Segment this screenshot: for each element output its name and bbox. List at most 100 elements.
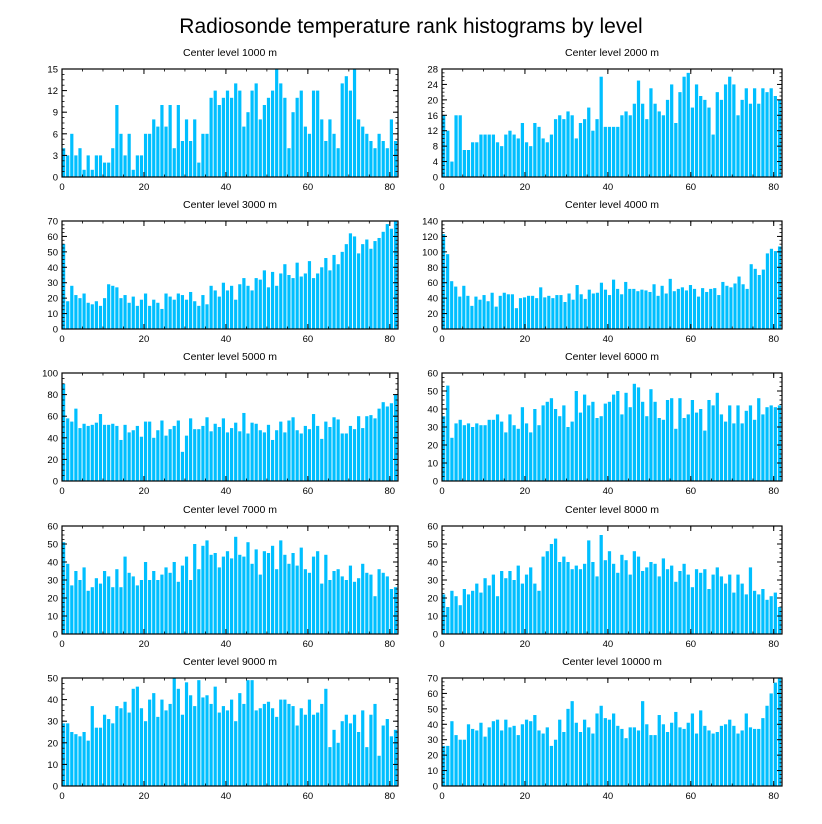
- histogram-bar: [707, 589, 711, 634]
- histogram-bar: [352, 714, 357, 786]
- histogram-bar: [197, 569, 201, 634]
- histogram-bar: [123, 701, 127, 786]
- histogram-bar: [711, 134, 715, 177]
- histogram-bar: [275, 716, 279, 786]
- histogram-bar: [246, 680, 250, 786]
- histogram-bar: [454, 286, 458, 329]
- histogram-bar: [504, 578, 508, 634]
- histogram-bar: [160, 420, 164, 481]
- y-tick-label: 100: [42, 369, 58, 380]
- histogram-bar: [558, 719, 562, 786]
- histogram-bar: [348, 90, 353, 177]
- histogram-bar: [373, 703, 377, 786]
- histogram-bar: [258, 119, 262, 177]
- histogram-bar: [471, 142, 475, 177]
- histogram-bar: [574, 565, 578, 634]
- histogram-bar: [641, 571, 645, 634]
- histogram-bar: [599, 535, 603, 634]
- histogram-bar: [616, 572, 620, 634]
- y-tick-label: 20: [427, 95, 438, 106]
- histogram-bar: [715, 92, 719, 177]
- histogram-bar: [94, 578, 98, 634]
- histogram-bar: [336, 148, 340, 177]
- histogram-bar: [246, 433, 250, 481]
- histogram-bar: [636, 556, 641, 634]
- histogram-bar: [340, 576, 344, 634]
- histogram-bar: [527, 295, 531, 329]
- histogram-bar: [234, 299, 238, 329]
- histogram-bar: [721, 281, 725, 329]
- histogram-bar: [479, 592, 483, 634]
- x-tick-label: 40: [603, 334, 614, 345]
- histogram-bar: [373, 241, 377, 329]
- histogram-bar: [385, 576, 389, 634]
- histogram-bar: [66, 723, 70, 786]
- histogram-bar: [748, 567, 753, 634]
- histogram-bar: [393, 729, 398, 786]
- y-tick-label: 30: [427, 576, 438, 587]
- histogram-bar: [587, 727, 591, 786]
- histogram-bar: [694, 569, 699, 634]
- histogram-bar: [303, 714, 307, 786]
- histogram-bar: [78, 428, 82, 481]
- histogram-bar: [740, 99, 744, 177]
- histogram-panel: Center level 7000 m 0 10 20 30 40 50 60 0 20 40 60 8…: [47, 504, 399, 650]
- histogram-bar: [131, 296, 135, 329]
- histogram-bar: [242, 556, 246, 634]
- histogram-bar: [189, 695, 193, 786]
- y-tick-label: 40: [47, 433, 58, 444]
- histogram-bar: [466, 594, 471, 634]
- histogram-bar: [450, 161, 454, 177]
- histogram-bar: [612, 394, 616, 481]
- histogram-bar: [287, 563, 291, 634]
- panel-title: Center level 9000 m: [183, 656, 277, 668]
- histogram-bar: [381, 572, 385, 634]
- histogram-bar: [661, 724, 666, 786]
- histogram-bar: [127, 133, 131, 177]
- histogram-bar: [119, 587, 123, 634]
- histogram-bar: [324, 421, 328, 481]
- histogram-bar: [184, 556, 189, 634]
- histogram-bar: [307, 699, 312, 786]
- histogram-bar: [291, 706, 295, 786]
- histogram-bar: [624, 560, 628, 634]
- histogram-bar: [703, 430, 707, 481]
- histogram-bar: [653, 735, 657, 786]
- histogram-bar: [238, 431, 242, 481]
- histogram-bar: [741, 284, 745, 329]
- histogram-bar: [736, 574, 740, 634]
- histogram-bar: [168, 296, 172, 329]
- x-tick-label: 40: [603, 486, 614, 497]
- histogram-bar: [209, 554, 213, 634]
- histogram-bar: [765, 599, 769, 634]
- histogram-bar: [653, 563, 657, 634]
- histogram-bar: [320, 119, 324, 177]
- histogram-bar: [242, 412, 246, 481]
- histogram-bar: [752, 728, 757, 786]
- histogram-bar: [490, 292, 494, 329]
- histogram-bar: [715, 392, 719, 481]
- histogram-bar: [777, 99, 782, 177]
- histogram-bar: [446, 745, 450, 786]
- histogram-bar: [474, 296, 478, 329]
- histogram-bar: [506, 294, 510, 329]
- histogram-bar: [361, 563, 365, 634]
- histogram-bar: [533, 409, 537, 481]
- histogram-bar: [258, 430, 262, 481]
- histogram-bar: [160, 105, 164, 177]
- histogram-bar: [311, 556, 316, 634]
- y-tick-label: 20: [427, 751, 438, 762]
- histogram-bar: [545, 551, 549, 634]
- histogram-bar: [752, 88, 757, 177]
- histogram-bar: [324, 554, 328, 634]
- histogram-bar: [624, 111, 628, 177]
- histogram-bar: [123, 556, 127, 634]
- histogram-bar: [107, 284, 111, 329]
- x-tick-label: 80: [768, 334, 779, 345]
- y-tick-label: 70: [47, 217, 58, 228]
- histogram-bar: [607, 719, 612, 786]
- histogram-bar: [316, 712, 320, 786]
- histogram-bar: [320, 267, 324, 329]
- histogram-bar: [508, 727, 512, 786]
